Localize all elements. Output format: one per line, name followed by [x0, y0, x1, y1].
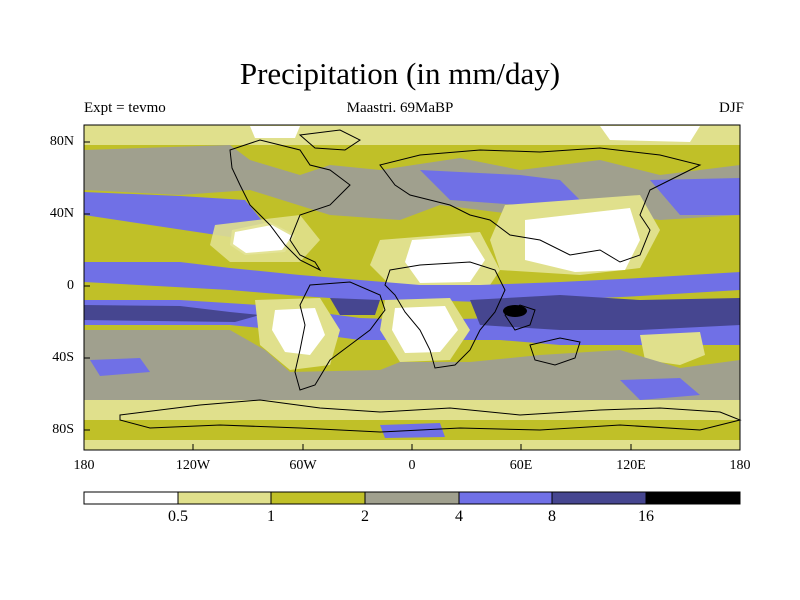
- legend-box-4: [458, 491, 553, 505]
- lon-label-120w: 120W: [175, 458, 211, 473]
- sth-darkblue-band: [84, 305, 260, 322]
- arctic-white-1: [250, 126, 300, 138]
- dry-white-saf: [392, 306, 458, 353]
- legend-label-8: 8: [548, 508, 556, 525]
- experiment-label: Expt = tevmo: [84, 100, 166, 116]
- itcz-blue: [84, 262, 740, 302]
- coast-greenland: [298, 129, 361, 151]
- dry-yellow-aus: [640, 332, 705, 365]
- season-label: DJF: [718, 100, 744, 116]
- map-frame: [83, 124, 741, 451]
- band-yellow-north: [84, 125, 740, 145]
- n-atlantic-blue: [420, 170, 580, 205]
- legend-label-4: 4: [455, 508, 463, 525]
- lon-label-180w: 180: [73, 458, 95, 473]
- legend-label-0-5: 0.5: [168, 508, 188, 525]
- legend-label-1: 1: [267, 508, 275, 525]
- dry-white-na2: [233, 225, 292, 253]
- legend-box-0: [83, 491, 179, 505]
- coast-eurasia: [379, 147, 702, 263]
- lat-label-40n: 40N: [49, 206, 74, 221]
- coast-madagascar-india: [504, 304, 536, 331]
- legend-box-1: [177, 491, 272, 505]
- legend-bar: [83, 491, 741, 505]
- arctic-white-2: [600, 126, 700, 142]
- legend-box-3: [364, 491, 460, 505]
- period-label: Maastri. 69MaBP: [346, 100, 454, 116]
- lat-label-0: 0: [67, 278, 74, 293]
- sth-atl-blue: [90, 358, 150, 376]
- band-gray-south: [84, 330, 740, 400]
- lon-label-0: 0: [408, 458, 416, 473]
- map-title: Precipitation (in mm/day): [239, 56, 561, 91]
- atl-darkblue: [330, 298, 380, 315]
- dry-white-sa: [272, 308, 325, 355]
- lat-label-80s: 80S: [52, 422, 74, 437]
- n-pacific-blue: [650, 178, 740, 215]
- lon-label-60w: 60W: [289, 458, 317, 473]
- indian-darkblue: [470, 295, 740, 330]
- legend-label-16: 16: [638, 508, 654, 525]
- sth-ocean-blue: [620, 378, 700, 400]
- lon-label-180e: 180: [729, 458, 751, 473]
- legend-box-5: [551, 491, 647, 505]
- coast-north-america: [229, 139, 351, 272]
- max-precip-black: [503, 305, 527, 317]
- dry-white-africa: [405, 236, 485, 283]
- legend-box-2: [270, 491, 366, 505]
- lat-label-40s: 40S: [52, 350, 74, 365]
- precip-field: [84, 125, 740, 450]
- lon-label-120e: 120E: [616, 458, 646, 473]
- legend-label-2: 2: [361, 508, 369, 525]
- dry-white-asia: [525, 208, 640, 272]
- coast-africa: [384, 261, 506, 369]
- lon-label-60e: 60E: [509, 458, 533, 473]
- lat-label-80n: 80N: [49, 134, 74, 149]
- coast-south-america: [294, 281, 386, 391]
- coast-australia: [529, 337, 581, 366]
- legend-box-6: [645, 491, 741, 505]
